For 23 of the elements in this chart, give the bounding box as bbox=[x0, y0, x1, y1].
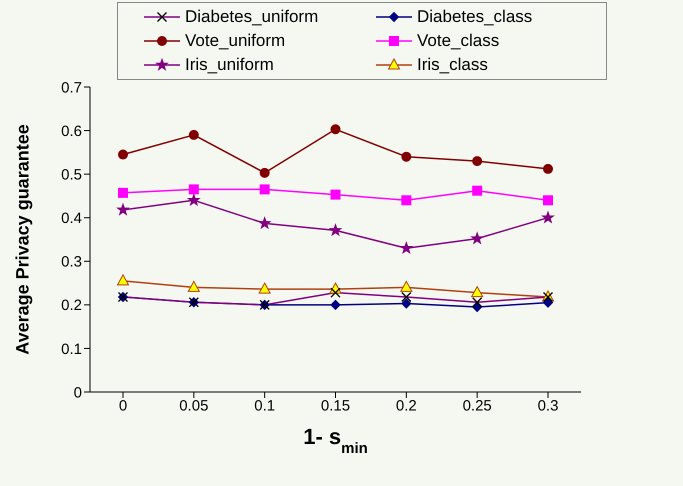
x-tick-label: 0.3 bbox=[538, 398, 558, 415]
x-tick-label: 0.2 bbox=[396, 398, 417, 415]
x-tick-label: 0.15 bbox=[320, 398, 350, 415]
y-tick-label: 0.1 bbox=[61, 340, 82, 358]
x-tick-label: 0.25 bbox=[462, 398, 492, 415]
legend-label: Diabetes_class bbox=[417, 7, 532, 27]
legend-label: Vote_uniform bbox=[185, 31, 286, 51]
y-axis-title: Average Privacy guarantee bbox=[12, 124, 32, 355]
x-tick-label: 0.05 bbox=[179, 398, 208, 415]
y-tick-label: 0.7 bbox=[61, 79, 82, 96]
y-tick-label: 0.6 bbox=[61, 122, 82, 140]
x-axis-title: 1- s$_{min}$ bbox=[303, 424, 368, 456]
y-tick-label: 0.3 bbox=[61, 254, 82, 271]
legend-label: Vote_class bbox=[417, 31, 500, 51]
y-tick-label: 0.2 bbox=[61, 297, 82, 314]
y-tick-label: 0 bbox=[74, 384, 82, 402]
legend-label: Iris_uniform bbox=[185, 55, 274, 75]
x-tick-label: 0 bbox=[118, 398, 128, 415]
legend-label: Diabetes_uniform bbox=[185, 7, 318, 27]
x-tick-label: 0.1 bbox=[254, 398, 276, 415]
legend-label: Iris_class bbox=[417, 55, 488, 75]
y-tick-label: 0.4 bbox=[61, 210, 82, 228]
y-tick-label: 0.5 bbox=[61, 166, 82, 184]
